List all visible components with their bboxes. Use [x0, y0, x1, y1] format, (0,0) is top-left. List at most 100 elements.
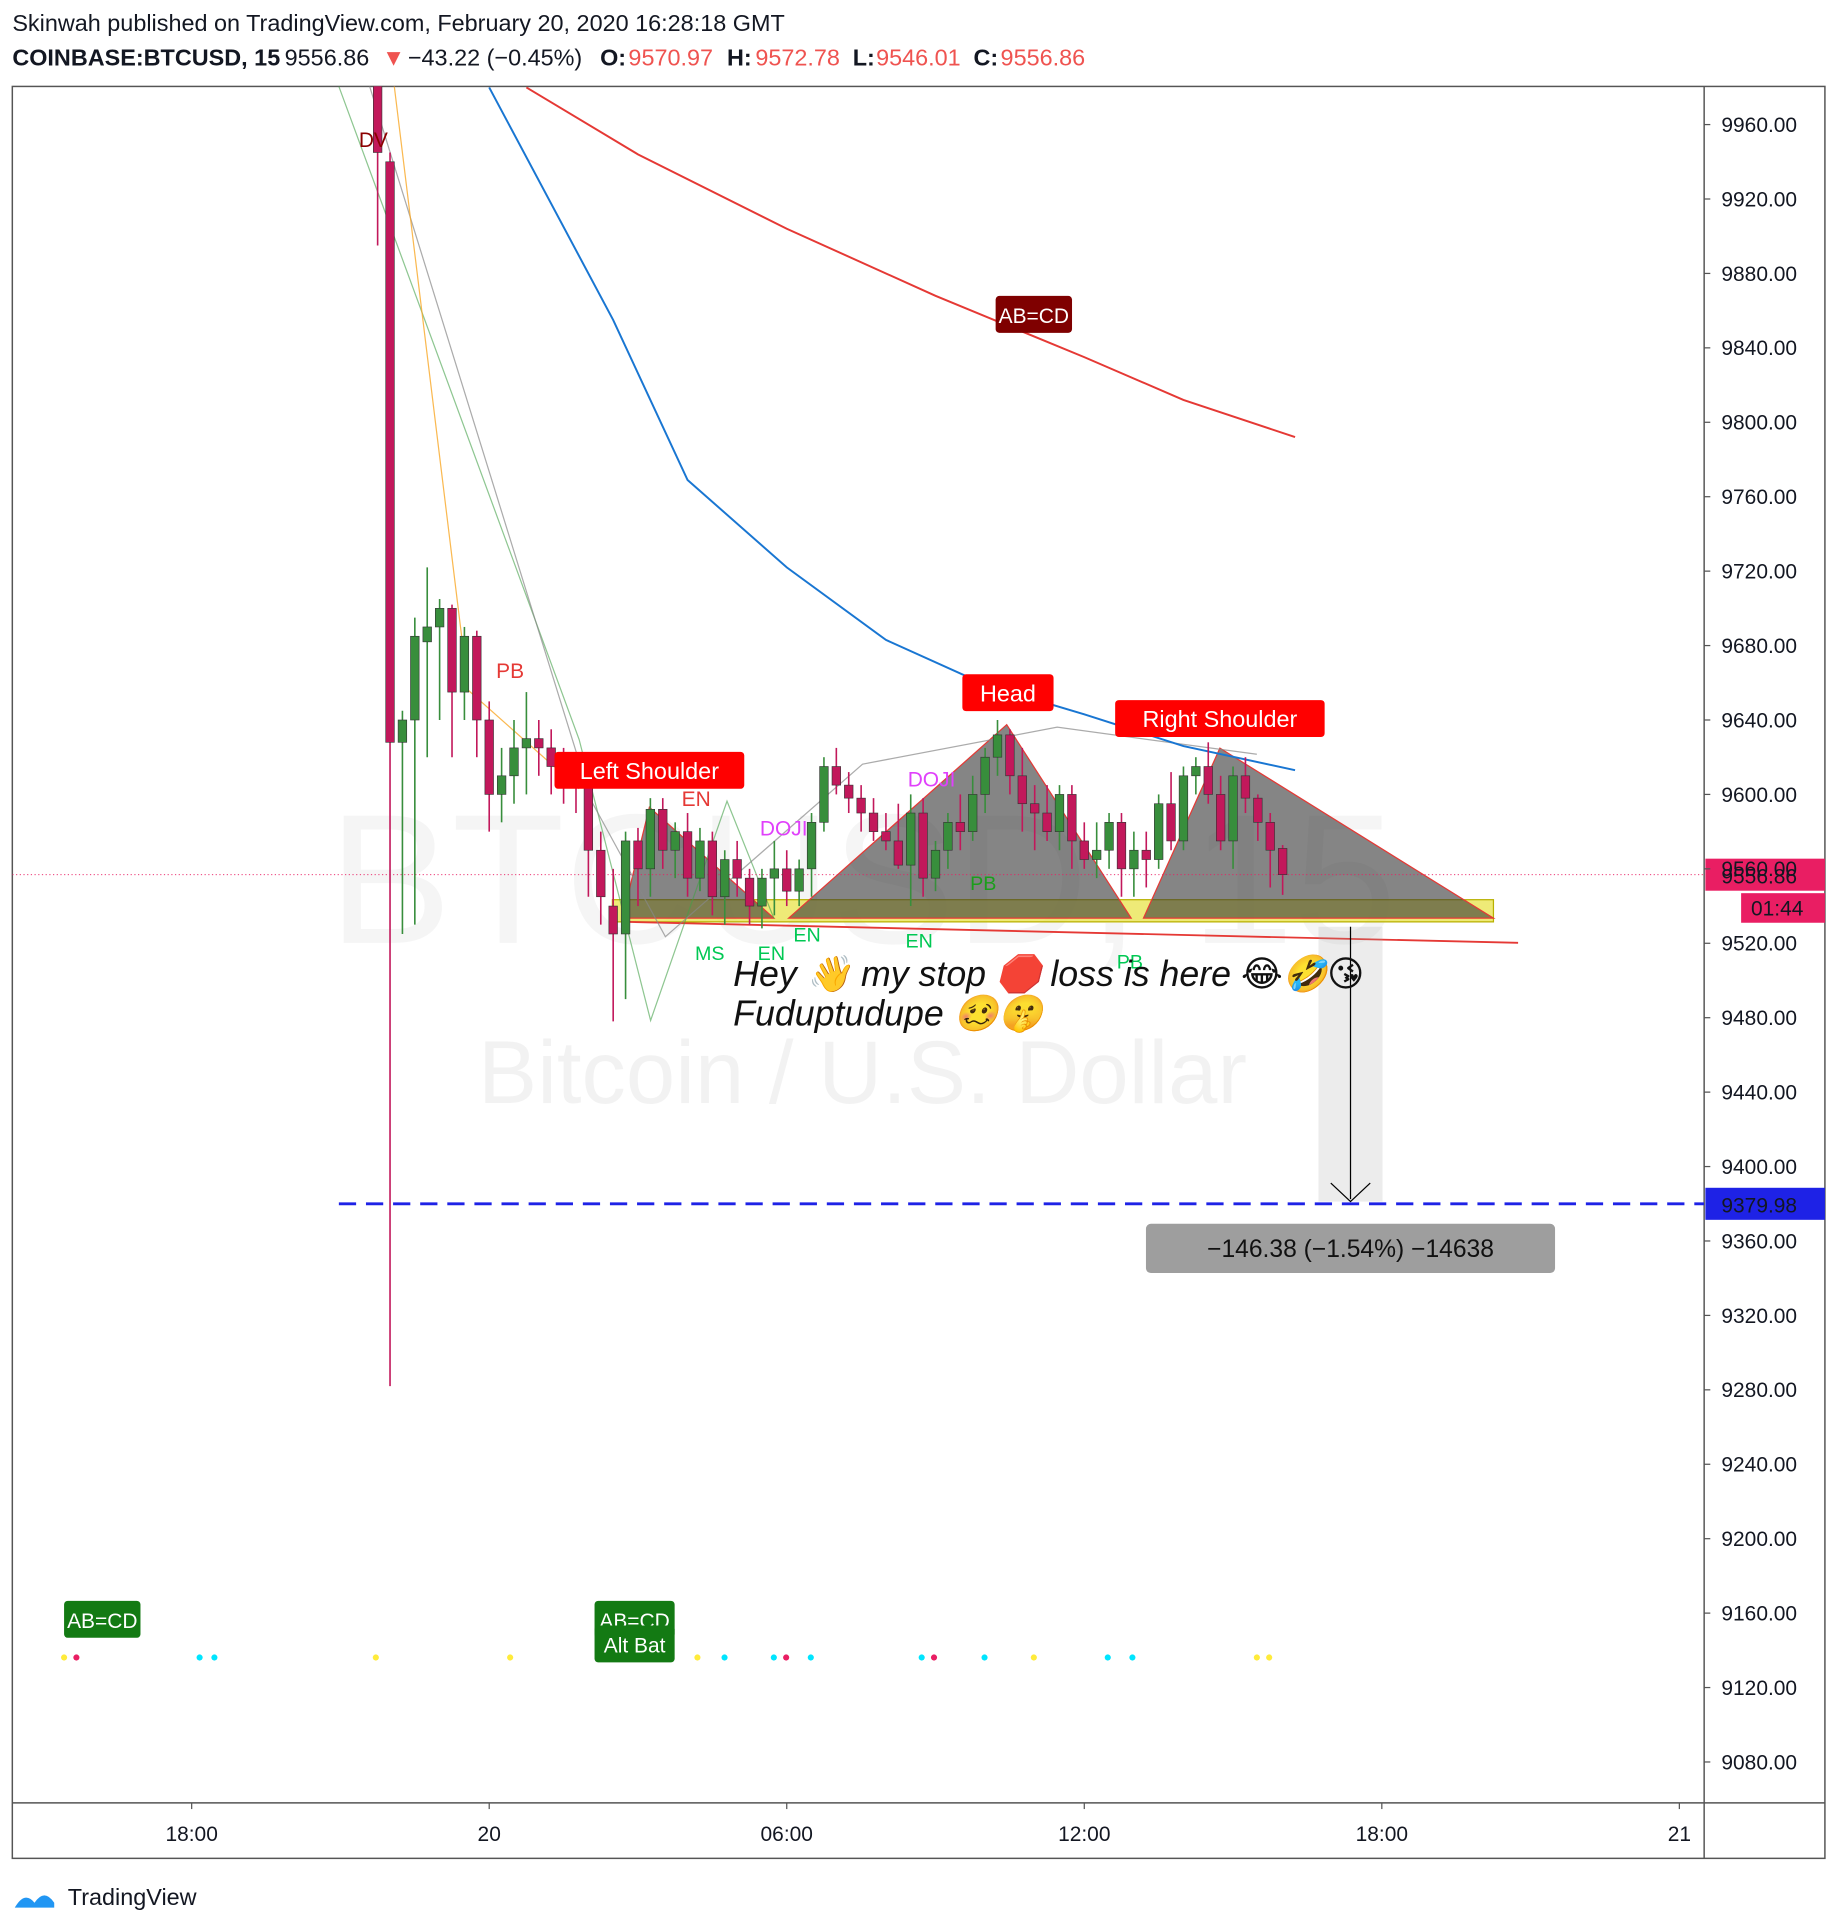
last-price-badge [1705, 858, 1825, 891]
candle-body [596, 849, 606, 898]
low-value: 9546.01 [876, 44, 961, 70]
dot [783, 1654, 790, 1661]
last-price-label: 9556.86 [1721, 865, 1797, 888]
annotation: PB [970, 873, 996, 895]
candle-body [1203, 766, 1213, 795]
dot [981, 1654, 988, 1661]
plot-area [12, 86, 1705, 1387]
candle-body [682, 831, 693, 879]
annotation: AB=CD [999, 305, 1069, 328]
open-label: O: [600, 44, 626, 70]
candle-body [732, 859, 742, 879]
candle-body [1092, 849, 1102, 860]
candle-body [1067, 794, 1077, 842]
trend-line [369, 86, 1257, 938]
annotation: EN [682, 788, 711, 811]
candle-body [943, 822, 953, 851]
y-tick-label: 9600.00 [1721, 784, 1797, 807]
candle-body [1141, 849, 1151, 860]
candle-body [980, 756, 990, 795]
candle-body [1166, 803, 1176, 842]
x-tick-label: 21 [1668, 1823, 1691, 1846]
dot [1253, 1654, 1260, 1661]
dot [73, 1654, 80, 1661]
candle-body [1104, 822, 1114, 851]
candle-body [385, 161, 395, 743]
candle-body [670, 831, 680, 851]
dot [1266, 1654, 1273, 1661]
y-tick-label: 9240.00 [1721, 1454, 1797, 1477]
candle-body [1079, 840, 1089, 860]
y-tick-label: 9480.00 [1721, 1007, 1797, 1030]
annotation: Left Shoulder [580, 758, 719, 784]
annotation: PB [1117, 952, 1143, 974]
candle-body [1228, 775, 1238, 842]
dot [196, 1654, 203, 1661]
y-tick-label: 9520.00 [1721, 933, 1797, 956]
candle-body [434, 608, 445, 628]
dot [807, 1654, 814, 1661]
candle-body [720, 859, 730, 898]
candle-body [1116, 822, 1127, 870]
annotation-box [594, 1625, 675, 1663]
candle-body [992, 734, 1003, 758]
y-tick-label: 9080.00 [1721, 1751, 1797, 1774]
annotation: Head [980, 680, 1036, 706]
note-text: Hey 👋 my stop 🛑 loss is here 😂🤣😘 [733, 953, 1364, 997]
dot [721, 1654, 728, 1661]
candle-body [695, 840, 705, 879]
dot [211, 1654, 218, 1661]
candle-body [1154, 803, 1164, 860]
candle-body [881, 831, 891, 842]
y-tick-label: 9800.00 [1721, 412, 1797, 435]
annotation-box [962, 674, 1054, 712]
candle-body [831, 766, 841, 786]
dot [372, 1654, 379, 1661]
publisher-line: Skinwah published on TradingView.com, Fe… [12, 10, 784, 36]
candle-body [608, 905, 618, 935]
annotation: PB [496, 660, 524, 683]
neckline [625, 920, 1519, 944]
candle-body [744, 877, 755, 907]
dot [1129, 1654, 1136, 1661]
dot [694, 1654, 701, 1661]
brand-logo [14, 1895, 55, 1908]
candle-body [930, 849, 941, 879]
annotation: DOJI [908, 768, 956, 791]
candle-body [955, 822, 965, 832]
measure-box [1145, 1223, 1556, 1274]
y-tick-label: 9160.00 [1721, 1603, 1797, 1626]
annotation: MS [695, 943, 725, 965]
symbol: COINBASE:BTCUSD, 15 [12, 44, 280, 70]
candle-body [1278, 848, 1288, 875]
candle-body [893, 840, 903, 866]
annotation-box [64, 1600, 141, 1638]
candle-body [1253, 797, 1263, 823]
change-arrow: ▼ [382, 44, 405, 70]
y-tick-label: 9760.00 [1721, 486, 1797, 509]
brand: TradingView [68, 1884, 197, 1910]
y-tick-label: 9680.00 [1721, 635, 1797, 658]
annotation: AB=CD [67, 1610, 137, 1633]
note-text: Fuduptudupe 🥴🤫 [733, 993, 1048, 1033]
candle-body [1054, 794, 1065, 832]
watermark-name: Bitcoin / U.S. Dollar [478, 1023, 1247, 1122]
open-value: 9570.97 [628, 44, 713, 70]
candle-body [397, 719, 408, 743]
candle-body [410, 635, 420, 721]
footer: TradingView [14, 1884, 197, 1910]
dot [930, 1654, 938, 1661]
y-tick-label: 9120.00 [1721, 1677, 1797, 1700]
candle-body [521, 738, 532, 749]
candle-body [1005, 734, 1015, 777]
stop-price-label: 9379.98 [1721, 1194, 1797, 1217]
x-tick-label: 18:00 [1356, 1823, 1408, 1846]
candle-body [868, 812, 879, 832]
candle-body [447, 608, 457, 693]
dot [507, 1654, 514, 1661]
annotation: EN [793, 925, 820, 947]
candle-body [856, 797, 866, 814]
candle-body [509, 747, 519, 777]
candle-body [1042, 812, 1052, 832]
